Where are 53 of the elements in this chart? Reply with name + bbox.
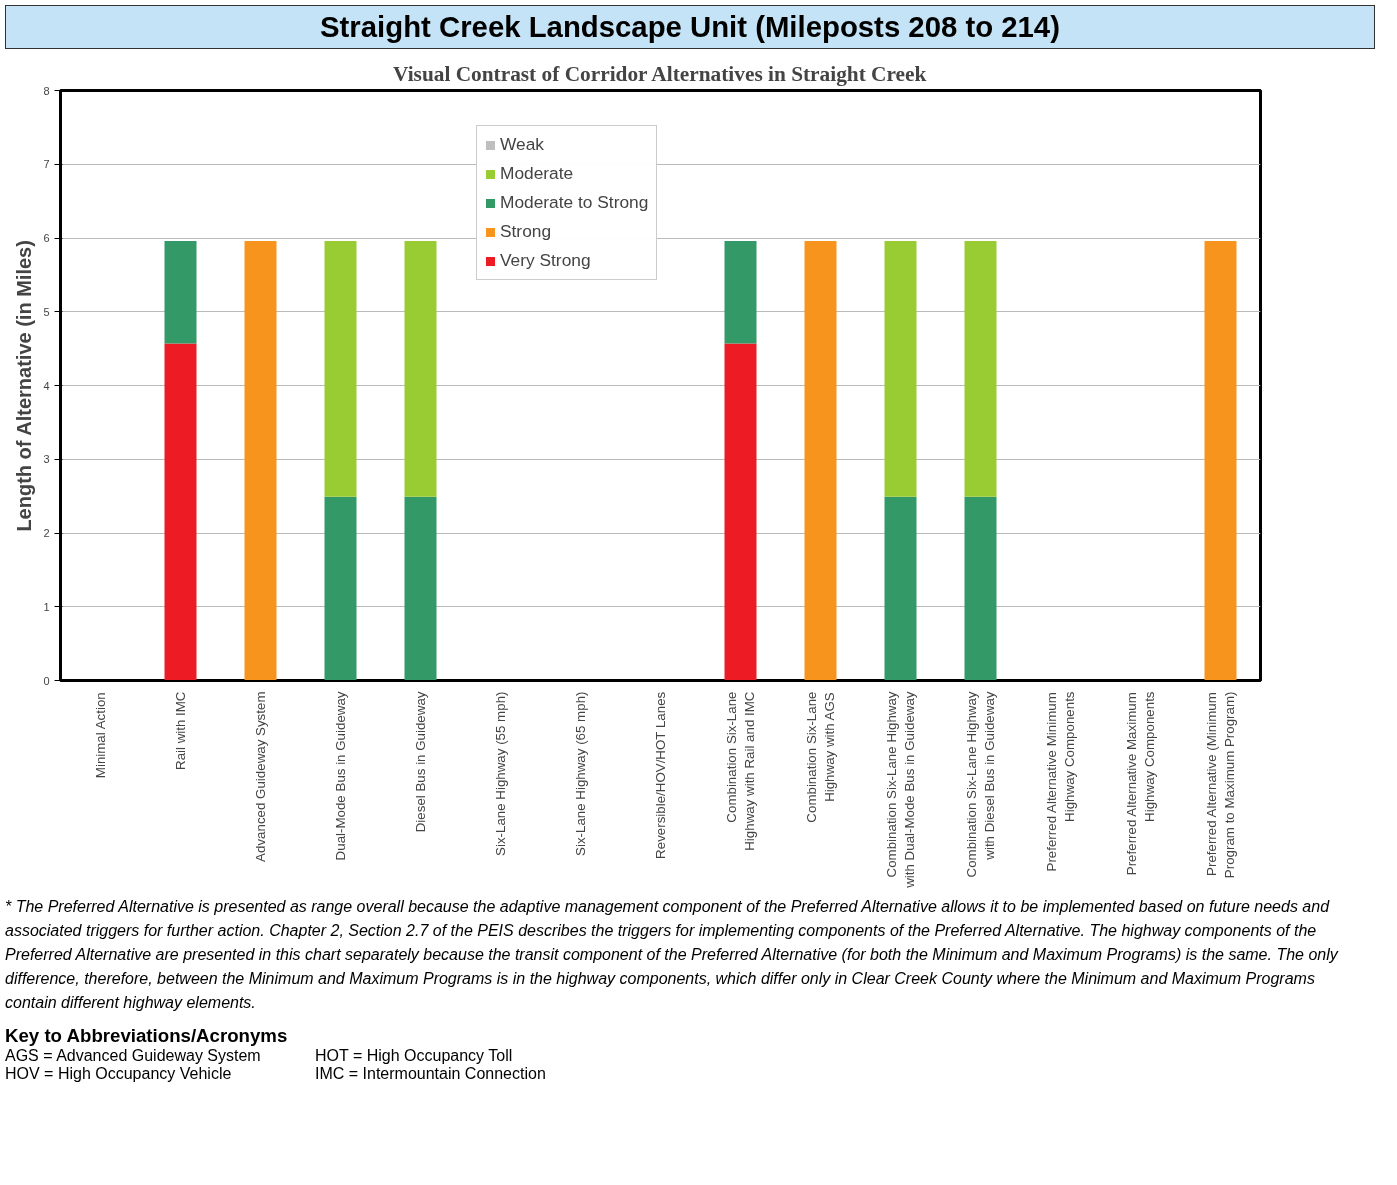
bar	[724, 240, 757, 344]
y-tick-label: 2	[43, 527, 50, 539]
bar	[164, 240, 197, 344]
bar	[164, 343, 197, 681]
x-tick-label: Dual-Mode Bus in Guideway	[333, 691, 348, 861]
x-tick-label: Reversible/HOV/HOT Lanes	[653, 691, 668, 859]
chart-title: Straight Creek Landscape Unit (Mileposts 208 to 214)	[5, 5, 1375, 49]
legend-label: Moderate	[500, 163, 574, 184]
bar	[404, 496, 437, 681]
x-tick-label: Preferred Alternative Maximum Highway Components	[1124, 691, 1157, 876]
x-tick-label: Six-Lane Highway (65 mph)	[573, 691, 588, 856]
bar	[884, 240, 917, 497]
y-axis-title: Length of Alternative (in Miles)	[13, 240, 36, 532]
bar	[244, 240, 277, 681]
y-tick-label: 6	[43, 232, 50, 244]
x-tick-label: Combination Six-Lane Highway with AGS	[804, 691, 837, 823]
bar	[324, 496, 357, 681]
bar	[724, 343, 757, 681]
text: Key to Abbreviations/Acronyms	[5, 1025, 289, 1047]
x-tick-label: Combination Six-Lane Highway with Diesel Bus in Guideway	[964, 691, 997, 878]
legend-label: Moderate to Strong	[500, 192, 649, 213]
x-tick-label: Diesel Bus in Guideway	[413, 691, 428, 833]
y-tick-label: 3	[43, 453, 50, 466]
y-tick-label: 7	[43, 158, 50, 171]
legend-label: Strong	[500, 221, 552, 242]
y-tick-label: 0	[43, 674, 50, 687]
x-tick-label: Rail with IMC	[173, 691, 188, 770]
y-tick-label: 5	[43, 305, 50, 318]
x-tick-label: Preferred Alternative Minimum Highway Components	[1044, 691, 1077, 872]
text: IMC = Intermountain Connection	[315, 1065, 547, 1083]
bar	[964, 240, 997, 497]
y-tick-label: 8	[43, 84, 50, 97]
x-tick-label: Minimal Action	[93, 692, 108, 779]
text: HOT = High Occupancy Toll	[315, 1047, 514, 1065]
text: HOV = High Occupancy Vehicle	[5, 1065, 233, 1083]
bar	[804, 240, 837, 681]
x-tick-label: Preferred Alternative (Minimum Program to Maximum Program)	[1204, 691, 1237, 879]
bar	[404, 240, 437, 497]
text: * The Preferred Alternative is presented as range overall because the adaptive management component of the Preferred Alternative allows it to be implemented based on future needs and associated triggers for further action. Chapter 2, Section 2.7 of the PEIS describes the triggers for implementing components of the Preferred Alternative. The highway components of the Preferred Alternative are presented in this chart separately because the transit component of the Preferred Alternative (for both the Minimum and Maximum Programs) is the same. The only difference, therefore, between the Minimum and Maximum Programs is in the highway components, which differ only in Clear Creek County where the Minimum and Maximum Programs contain different highway elements.	[5, 897, 1340, 1013]
text: AGS = Advanced Guideway System	[5, 1047, 262, 1065]
bar	[884, 496, 917, 681]
legend-label: Weak	[500, 134, 544, 155]
y-tick-label: 4	[43, 379, 50, 392]
x-tick-label: Six-Lane Highway (55 mph)	[493, 691, 508, 856]
legend-label: Very Strong	[500, 250, 591, 271]
x-tick-label: Combination Six-Lane Highway with Dual-Mode Bus in Guideway	[884, 691, 917, 889]
bar	[964, 496, 997, 681]
chart-subtitle: Visual Contrast of Corridor Alternatives in Straight Creek	[393, 61, 927, 86]
x-tick-label: Combination Six-Lane Highway with Rail and IMC	[724, 691, 757, 851]
x-tick-label: Advanced Guideway System	[253, 691, 268, 862]
bar	[324, 240, 357, 497]
bar	[1204, 240, 1237, 681]
y-tick-label: 1	[43, 600, 50, 613]
